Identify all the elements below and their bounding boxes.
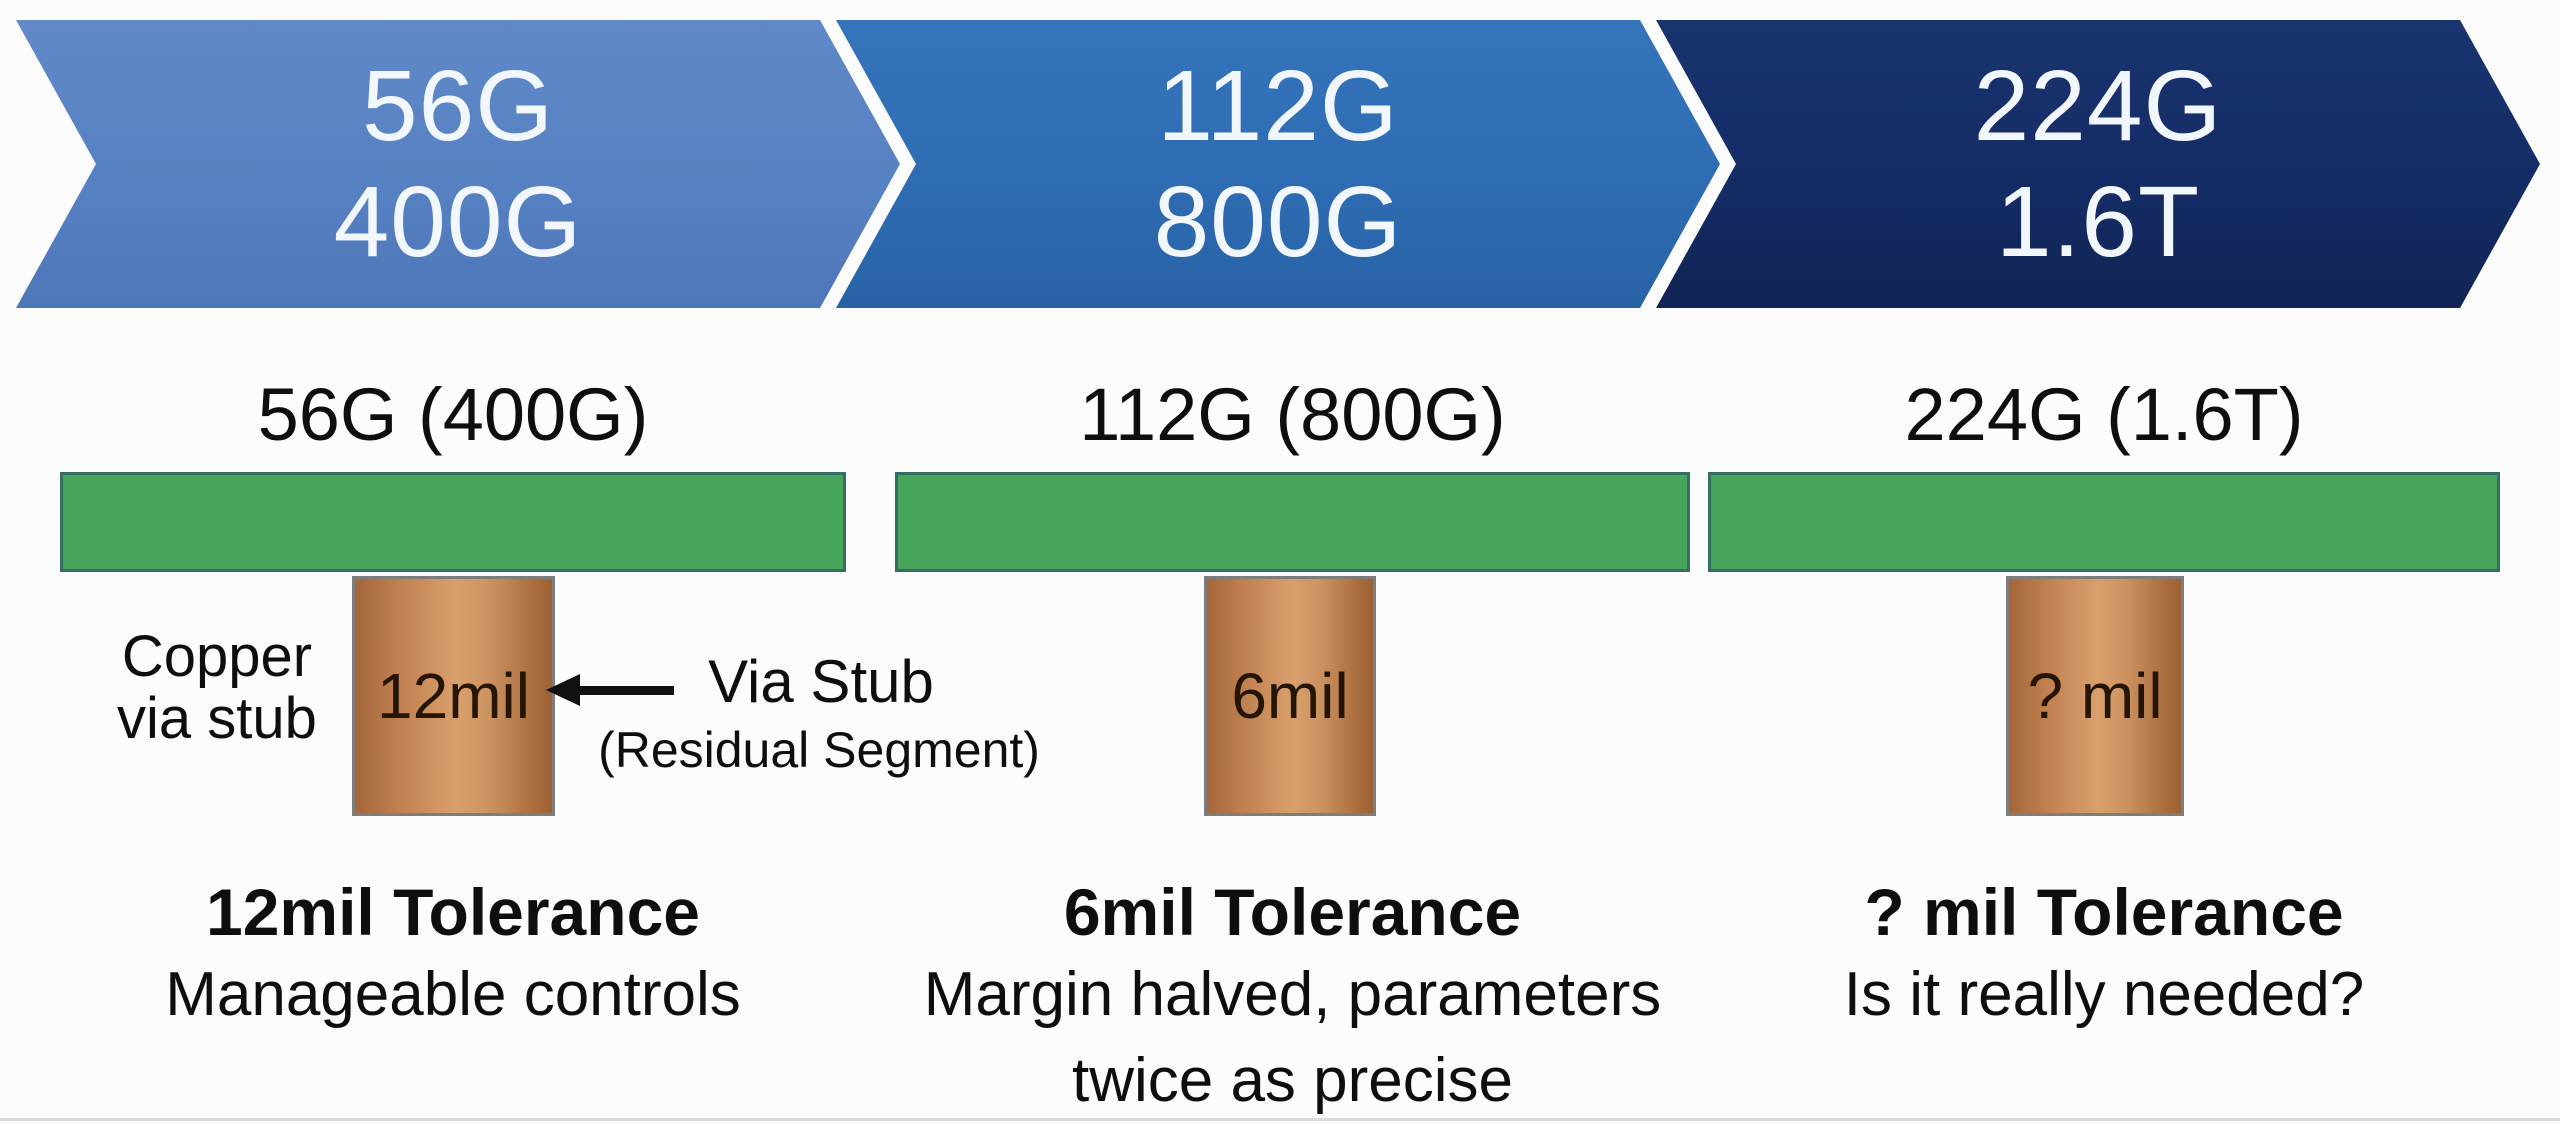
caption-tolerance: 6mil Tolerance (1063, 875, 1522, 949)
copper-via-stub-note: Copper via stub (86, 626, 348, 750)
chevron-line2: 1.6T (1995, 166, 2201, 278)
stub-length-label: 12mil (377, 660, 530, 732)
pcb-trace-bar-224g (1708, 472, 2500, 572)
caption-detail-line: Manageable controls (165, 960, 741, 1029)
chevron-224g-1-6t: 224G 1.6T (1656, 20, 2540, 308)
pcb-trace-bar-56g (60, 472, 846, 572)
via-stub-annotation-subtitle: (Residual Segment) (598, 722, 1040, 778)
chevron-112g-800g: 112G 800G (836, 20, 1720, 308)
caption-detail-line: Margin halved, parameters (923, 960, 1662, 1029)
slide-bottom-border (0, 1118, 2560, 1121)
caption-224g: ? mil Tolerance Is it really needed? (1708, 872, 2500, 1038)
chevron-line1: 56G (361, 50, 554, 162)
stub-length-label: ? mil (2027, 660, 2163, 732)
chevron-line1: 112G (1157, 50, 1399, 162)
panel-title-56g: 56G (400G) (257, 373, 649, 456)
caption-112g: 6mil Tolerance Margin halved, parameters… (895, 872, 1690, 1124)
left-arrow-shaft (576, 686, 674, 695)
chevron-line2: 400G (333, 166, 583, 278)
caption-detail-line: twice as precise (1071, 1046, 1514, 1115)
pcb-trace-bar-112g (895, 472, 1690, 572)
copper-via-stub-112g: 6mil (1204, 576, 1376, 816)
copper-via-stub-224g: ? mil (2006, 576, 2184, 816)
caption-tolerance: 12mil Tolerance (205, 875, 700, 949)
chevron-line2: 800G (1153, 166, 1403, 278)
caption-detail-line: Is it really needed? (1843, 960, 2365, 1029)
copper-note-line2: via stub (117, 686, 317, 751)
panel-title-112g: 112G (800G) (1079, 373, 1506, 456)
left-arrow-icon (546, 672, 676, 708)
stub-length-label: 6mil (1231, 660, 1349, 732)
panel-title-224g: 224G (1.6T) (1904, 373, 2304, 456)
chevron-56g-400g: 56G 400G (16, 20, 900, 308)
copper-note-line1: Copper (121, 624, 313, 689)
caption-56g: 12mil Tolerance Manageable controls (60, 872, 846, 1038)
chevron-line1: 224G (1973, 50, 2223, 162)
caption-tolerance: ? mil Tolerance (1864, 875, 2344, 949)
via-stub-annotation-title: Via Stub (708, 648, 934, 715)
left-arrow-head (546, 674, 580, 706)
copper-via-stub-56g: 12mil (352, 576, 555, 816)
